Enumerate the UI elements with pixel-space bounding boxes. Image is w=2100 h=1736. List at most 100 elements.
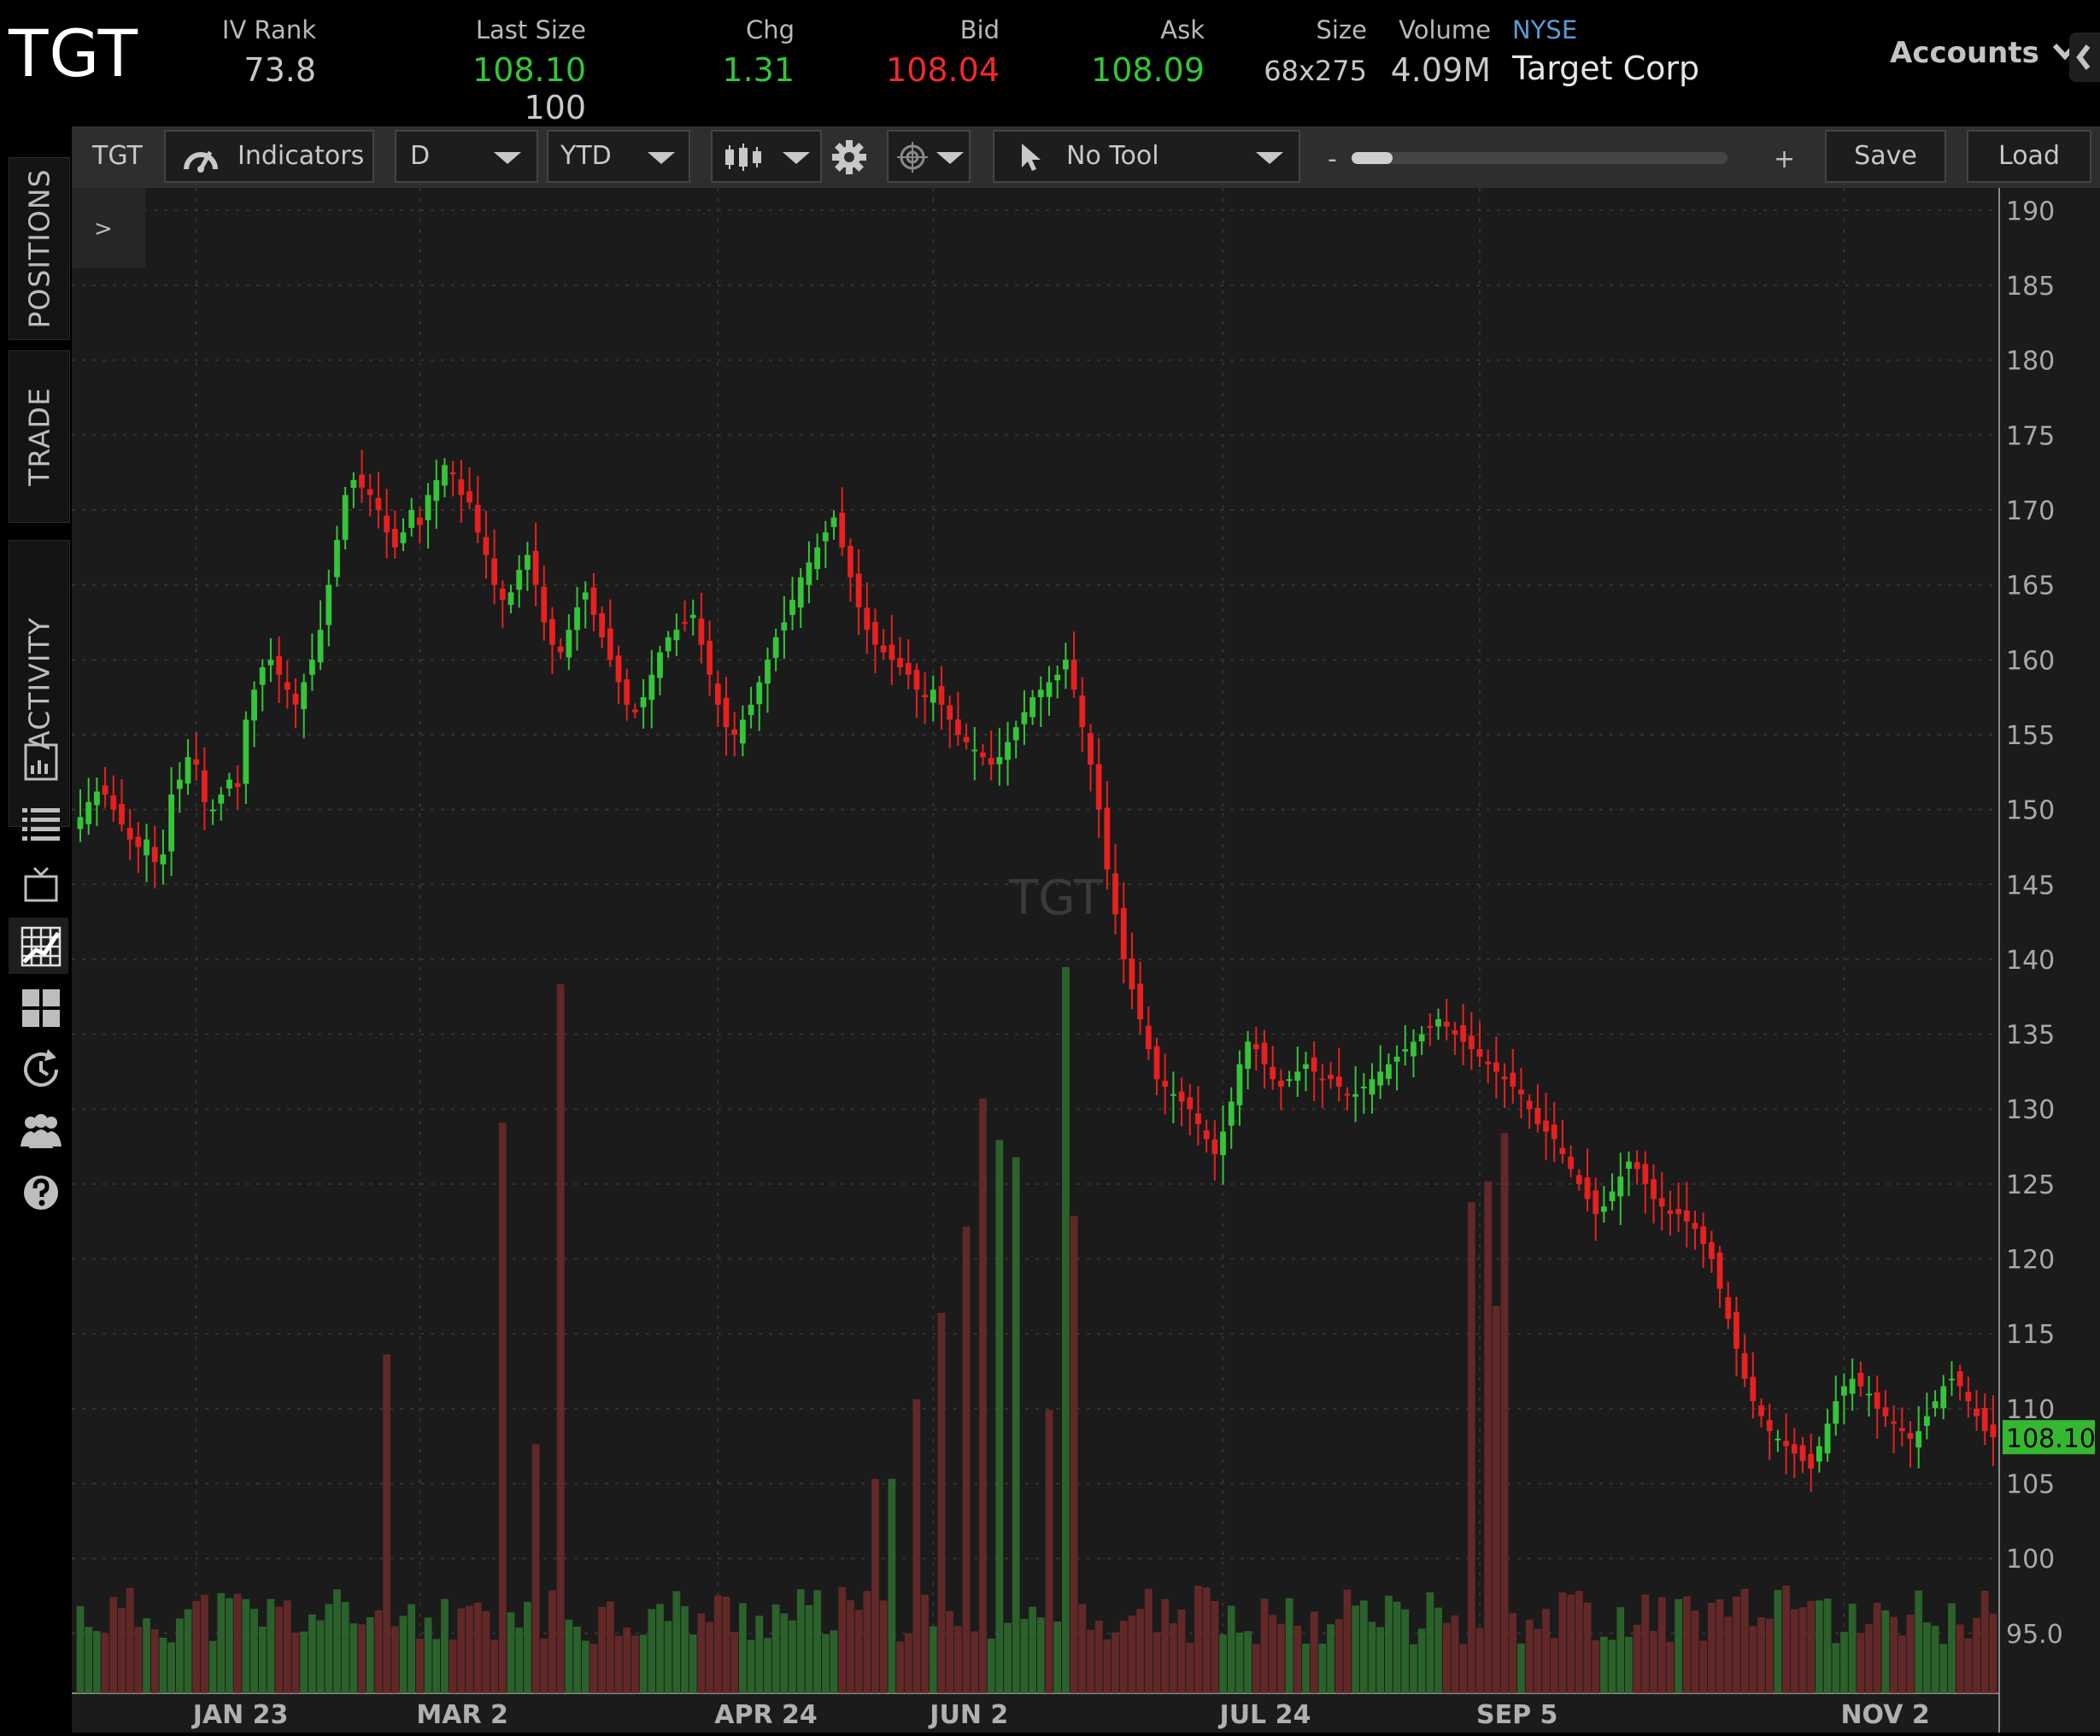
tab-positions[interactable]: POSITIONS [9,157,70,340]
zoom-slider[interactable] [1352,152,1728,164]
volume-bar [755,1616,764,1693]
candle-body [615,655,622,683]
crosshair-select[interactable] [887,130,971,183]
candle-body [375,497,382,510]
volume-bar [1633,1624,1641,1693]
tab-activity[interactable]: ACTIVITY [9,540,70,827]
toolbar-symbol[interactable]: TGT [92,141,143,171]
volume-bar [1186,1642,1194,1693]
volume-bar [888,1479,896,1693]
candle-body [317,630,324,663]
candle-body [1617,1176,1624,1197]
candle-body [267,660,274,666]
volume-bar [1948,1603,1956,1693]
candle-body [1915,1431,1922,1448]
volume-bar [1740,1588,1749,1693]
volume-bar [689,1634,697,1693]
candle-body [499,588,506,601]
candle-body [1079,695,1086,728]
collapse-panel-button[interactable] [2069,32,2100,82]
chart-grid-icon[interactable] [19,924,63,969]
people-icon[interactable] [19,1109,63,1153]
candle-body [1443,1021,1450,1027]
candle-body [350,479,357,488]
volume-bar [349,1623,358,1693]
interval-select[interactable]: D [395,130,538,183]
volume-bar [1733,1596,1740,1693]
candle-body [425,495,431,520]
candle-body [714,683,721,705]
zoom-out-button[interactable]: - [1328,144,1337,174]
accounts-menu[interactable]: Accounts [1890,36,2039,70]
volume-bar [1103,1639,1112,1693]
volume-bar [1973,1617,1980,1693]
candle-body [1923,1416,1930,1427]
volume-bar [325,1604,333,1693]
candle-body [1956,1371,1963,1387]
list-icon[interactable] [19,801,63,846]
volume-bar [316,1620,325,1693]
volume-bar [995,1140,1004,1693]
chart-style-select[interactable] [711,130,822,183]
candle-body [1990,1424,1997,1438]
y-tick-label: 180 [2006,347,2055,377]
refresh-clock-icon[interactable] [19,1047,63,1092]
volume-bar [556,984,565,1693]
candle-body [880,645,887,653]
volume-bar [1410,1644,1417,1693]
candle-body [631,709,638,713]
price-chart[interactable]: 190 185 180 175 170 165 160 155 150 145 140 135 130 1… [72,188,2100,1733]
volume-bar [1865,1624,1873,1693]
load-button[interactable]: Load [1967,130,2091,183]
volume-bar [1202,1587,1211,1693]
candle-body [1808,1453,1815,1469]
volume-bar [1816,1600,1823,1693]
volume-bar [1252,1644,1260,1693]
volume-bar [1459,1644,1467,1693]
candle-body [474,504,481,533]
candle-body [1435,1019,1441,1027]
drawing-tool-select[interactable]: No Tool [993,130,1300,183]
volume-bar [457,1608,466,1693]
gear-icon[interactable] [830,138,868,176]
candle-body [276,655,283,675]
expand-panel-label: > [94,216,113,242]
volume-bar [565,1619,573,1693]
volume-bar [1980,1590,1989,1693]
candle-body [433,479,440,501]
x-tick-label: JUN 2 [928,1700,1008,1730]
save-button[interactable]: Save [1825,130,1946,183]
tv-icon[interactable] [19,863,63,907]
range-select[interactable]: YTD [547,130,690,183]
zoom-in-button[interactable]: + [1774,144,1796,174]
candle-body [209,809,216,812]
quote-value: 73.8 [243,51,316,89]
candle-body [1849,1378,1856,1394]
candle-body [532,550,539,585]
x-tick-label: SEP 5 [1476,1700,1557,1730]
candle-body [1112,873,1118,915]
volume-bar [1525,1619,1534,1693]
volume-bar [954,1626,962,1693]
candle-body [1667,1210,1674,1214]
candle-body [689,614,696,619]
tab-trade[interactable]: TRADE [9,350,70,523]
candle-body [151,847,158,862]
volume-bar [1087,1629,1094,1693]
volume-bar [333,1589,341,1693]
volume-bar [1442,1622,1451,1693]
help-icon[interactable] [19,1170,63,1215]
candle-body [93,791,100,806]
symbol-title[interactable]: TGT [9,15,139,91]
volume-bar [1467,1202,1475,1693]
candle-body [1485,1061,1492,1064]
indicators-button[interactable]: Indicators [164,130,374,183]
price-chart-canvas[interactable]: 190 185 180 175 170 165 160 155 150 145 140 135 130 1… [72,188,2100,1733]
chart-box-icon[interactable] [19,740,63,784]
volume-bar [291,1632,300,1693]
zoom-slider-handle[interactable] [1352,152,1393,164]
grid-icon[interactable] [19,986,63,1030]
candle-body [1129,958,1135,989]
candle-body [243,719,249,784]
quote-size: Size 68x275 [1256,15,1367,87]
